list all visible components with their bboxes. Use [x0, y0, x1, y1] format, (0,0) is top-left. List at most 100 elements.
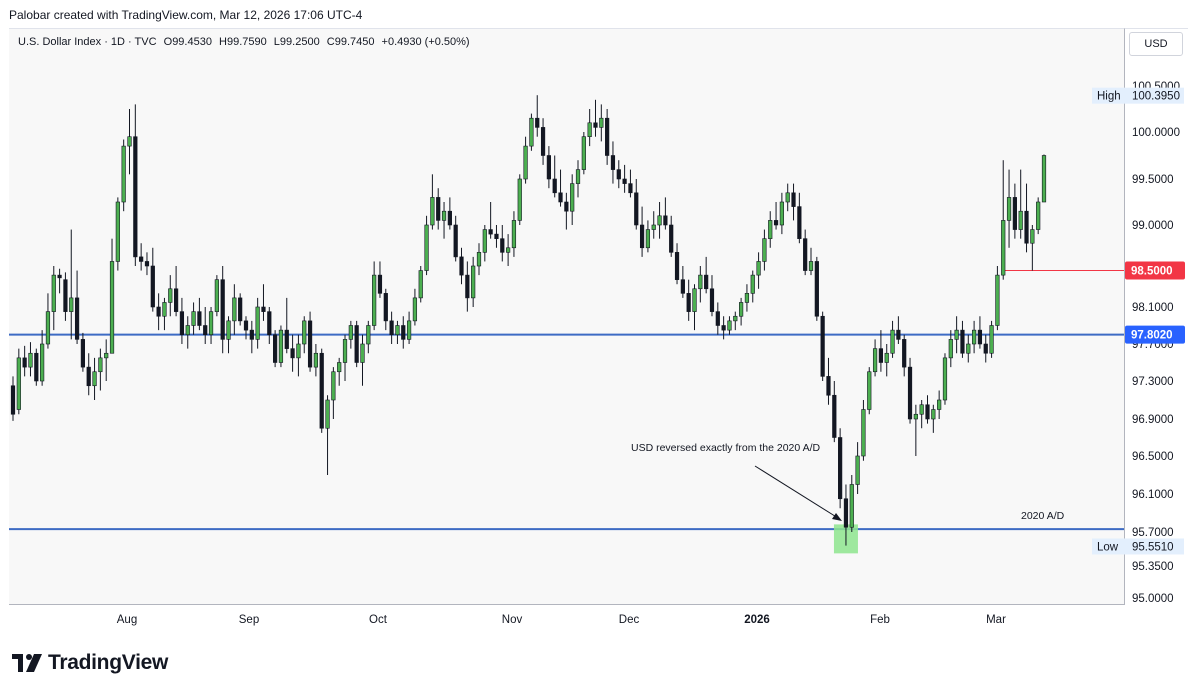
candle-down: [674, 252, 680, 280]
candle-up: [337, 362, 342, 373]
candle-up: [651, 224, 656, 230]
price-tag-value: 98.5000: [1131, 266, 1173, 278]
y-tick-label: 95.0000: [1132, 593, 1174, 605]
candle-down: [715, 311, 720, 326]
candle-down: [57, 274, 62, 279]
candle-up: [1018, 210, 1023, 230]
candle-up: [471, 265, 476, 299]
candle-up: [861, 409, 866, 457]
candle-up: [995, 274, 1000, 326]
candle-up: [331, 371, 336, 401]
candle-down: [686, 293, 691, 312]
candle-down: [139, 256, 144, 262]
candle-up: [872, 348, 878, 373]
candle-down: [179, 311, 185, 336]
candle-down: [354, 325, 359, 363]
candle-up: [418, 270, 423, 299]
candle-up: [28, 352, 33, 368]
candle-down: [144, 261, 150, 267]
close-value: 99.7450: [334, 36, 375, 48]
candle-down: [709, 288, 715, 312]
candle-down: [820, 315, 825, 377]
candle-down: [156, 306, 161, 317]
candle-down: [10, 385, 16, 415]
candle-up: [750, 274, 755, 294]
candle-down: [634, 192, 639, 226]
candle-up: [109, 261, 115, 354]
candle-down: [22, 357, 27, 368]
candle-up: [360, 343, 365, 363]
candle-up: [69, 297, 74, 312]
annotation-arrowhead: [832, 513, 842, 521]
candle-up: [587, 122, 592, 138]
time-scale[interactable]: [9, 604, 1124, 633]
candle-up: [1030, 229, 1035, 244]
candle-down: [843, 498, 849, 528]
candle-down: [616, 169, 621, 180]
candle-down: [535, 117, 540, 128]
candle-up: [698, 274, 703, 290]
candle-down: [197, 311, 202, 326]
candle-down: [628, 183, 633, 194]
price-label-value: 100.3950: [1132, 91, 1180, 103]
candle-down: [1024, 210, 1029, 244]
candle-up: [511, 220, 517, 249]
candle-down: [389, 320, 394, 336]
currency-button[interactable]: USD: [1129, 32, 1183, 56]
candle-down: [86, 366, 91, 387]
y-tick-label: 99.0000: [1132, 220, 1174, 232]
x-tick-label: Oct: [369, 614, 388, 626]
candle-down: [494, 233, 499, 239]
candle-up: [762, 238, 767, 262]
candle-down: [238, 297, 243, 322]
candle-down: [383, 293, 388, 322]
price-scale[interactable]: [1124, 28, 1188, 605]
open-label: O: [163, 36, 173, 48]
candle-up: [255, 306, 260, 340]
candle-down: [133, 136, 138, 258]
candle-up: [599, 117, 604, 128]
candle-down: [639, 224, 645, 249]
candle-up: [1036, 201, 1041, 230]
candle-down: [307, 320, 313, 368]
y-tick-label: 98.1000: [1132, 302, 1174, 314]
x-tick-label: 2026: [744, 614, 770, 626]
candle-down: [669, 224, 674, 253]
candle-down: [1012, 197, 1017, 230]
candle-down: [721, 325, 726, 331]
candle-down: [173, 288, 179, 312]
candle-up: [441, 210, 447, 221]
tradingview-brand[interactable]: TradingView: [12, 650, 168, 676]
candle-up: [226, 320, 231, 340]
x-tick-label: Sep: [239, 614, 259, 626]
y-tick-label: 99.5000: [1132, 174, 1174, 186]
candle-up: [739, 302, 744, 317]
symbol-name[interactable]: U.S. Dollar Index · 1D · TVC: [18, 36, 157, 48]
candle-down: [34, 352, 39, 382]
candle-up: [733, 315, 738, 322]
candle-up: [948, 339, 953, 359]
price-label-name: High: [1097, 91, 1121, 103]
candle-up: [395, 325, 400, 336]
price-label-name: Low: [1097, 541, 1119, 553]
candle-down: [826, 376, 831, 396]
candle-up: [51, 274, 56, 312]
price-label-bg: [1092, 87, 1184, 104]
candle-down: [832, 394, 837, 438]
low-label: L: [273, 36, 280, 48]
candle-up: [430, 197, 435, 226]
candle-up: [342, 339, 348, 363]
candle-down: [704, 274, 709, 290]
tradingview-logo-icon: [12, 654, 42, 672]
annotation-text: USD reversed exactly from the 2020 A/D: [631, 442, 820, 454]
candle-down: [203, 325, 208, 336]
candle-down: [803, 238, 808, 271]
candle-up: [919, 404, 924, 415]
candle-down: [401, 325, 406, 340]
candle-up: [966, 343, 971, 354]
candle-down: [663, 215, 668, 226]
candle-up: [523, 145, 528, 180]
x-tick-label: Aug: [117, 614, 137, 626]
candle-down: [500, 238, 505, 253]
